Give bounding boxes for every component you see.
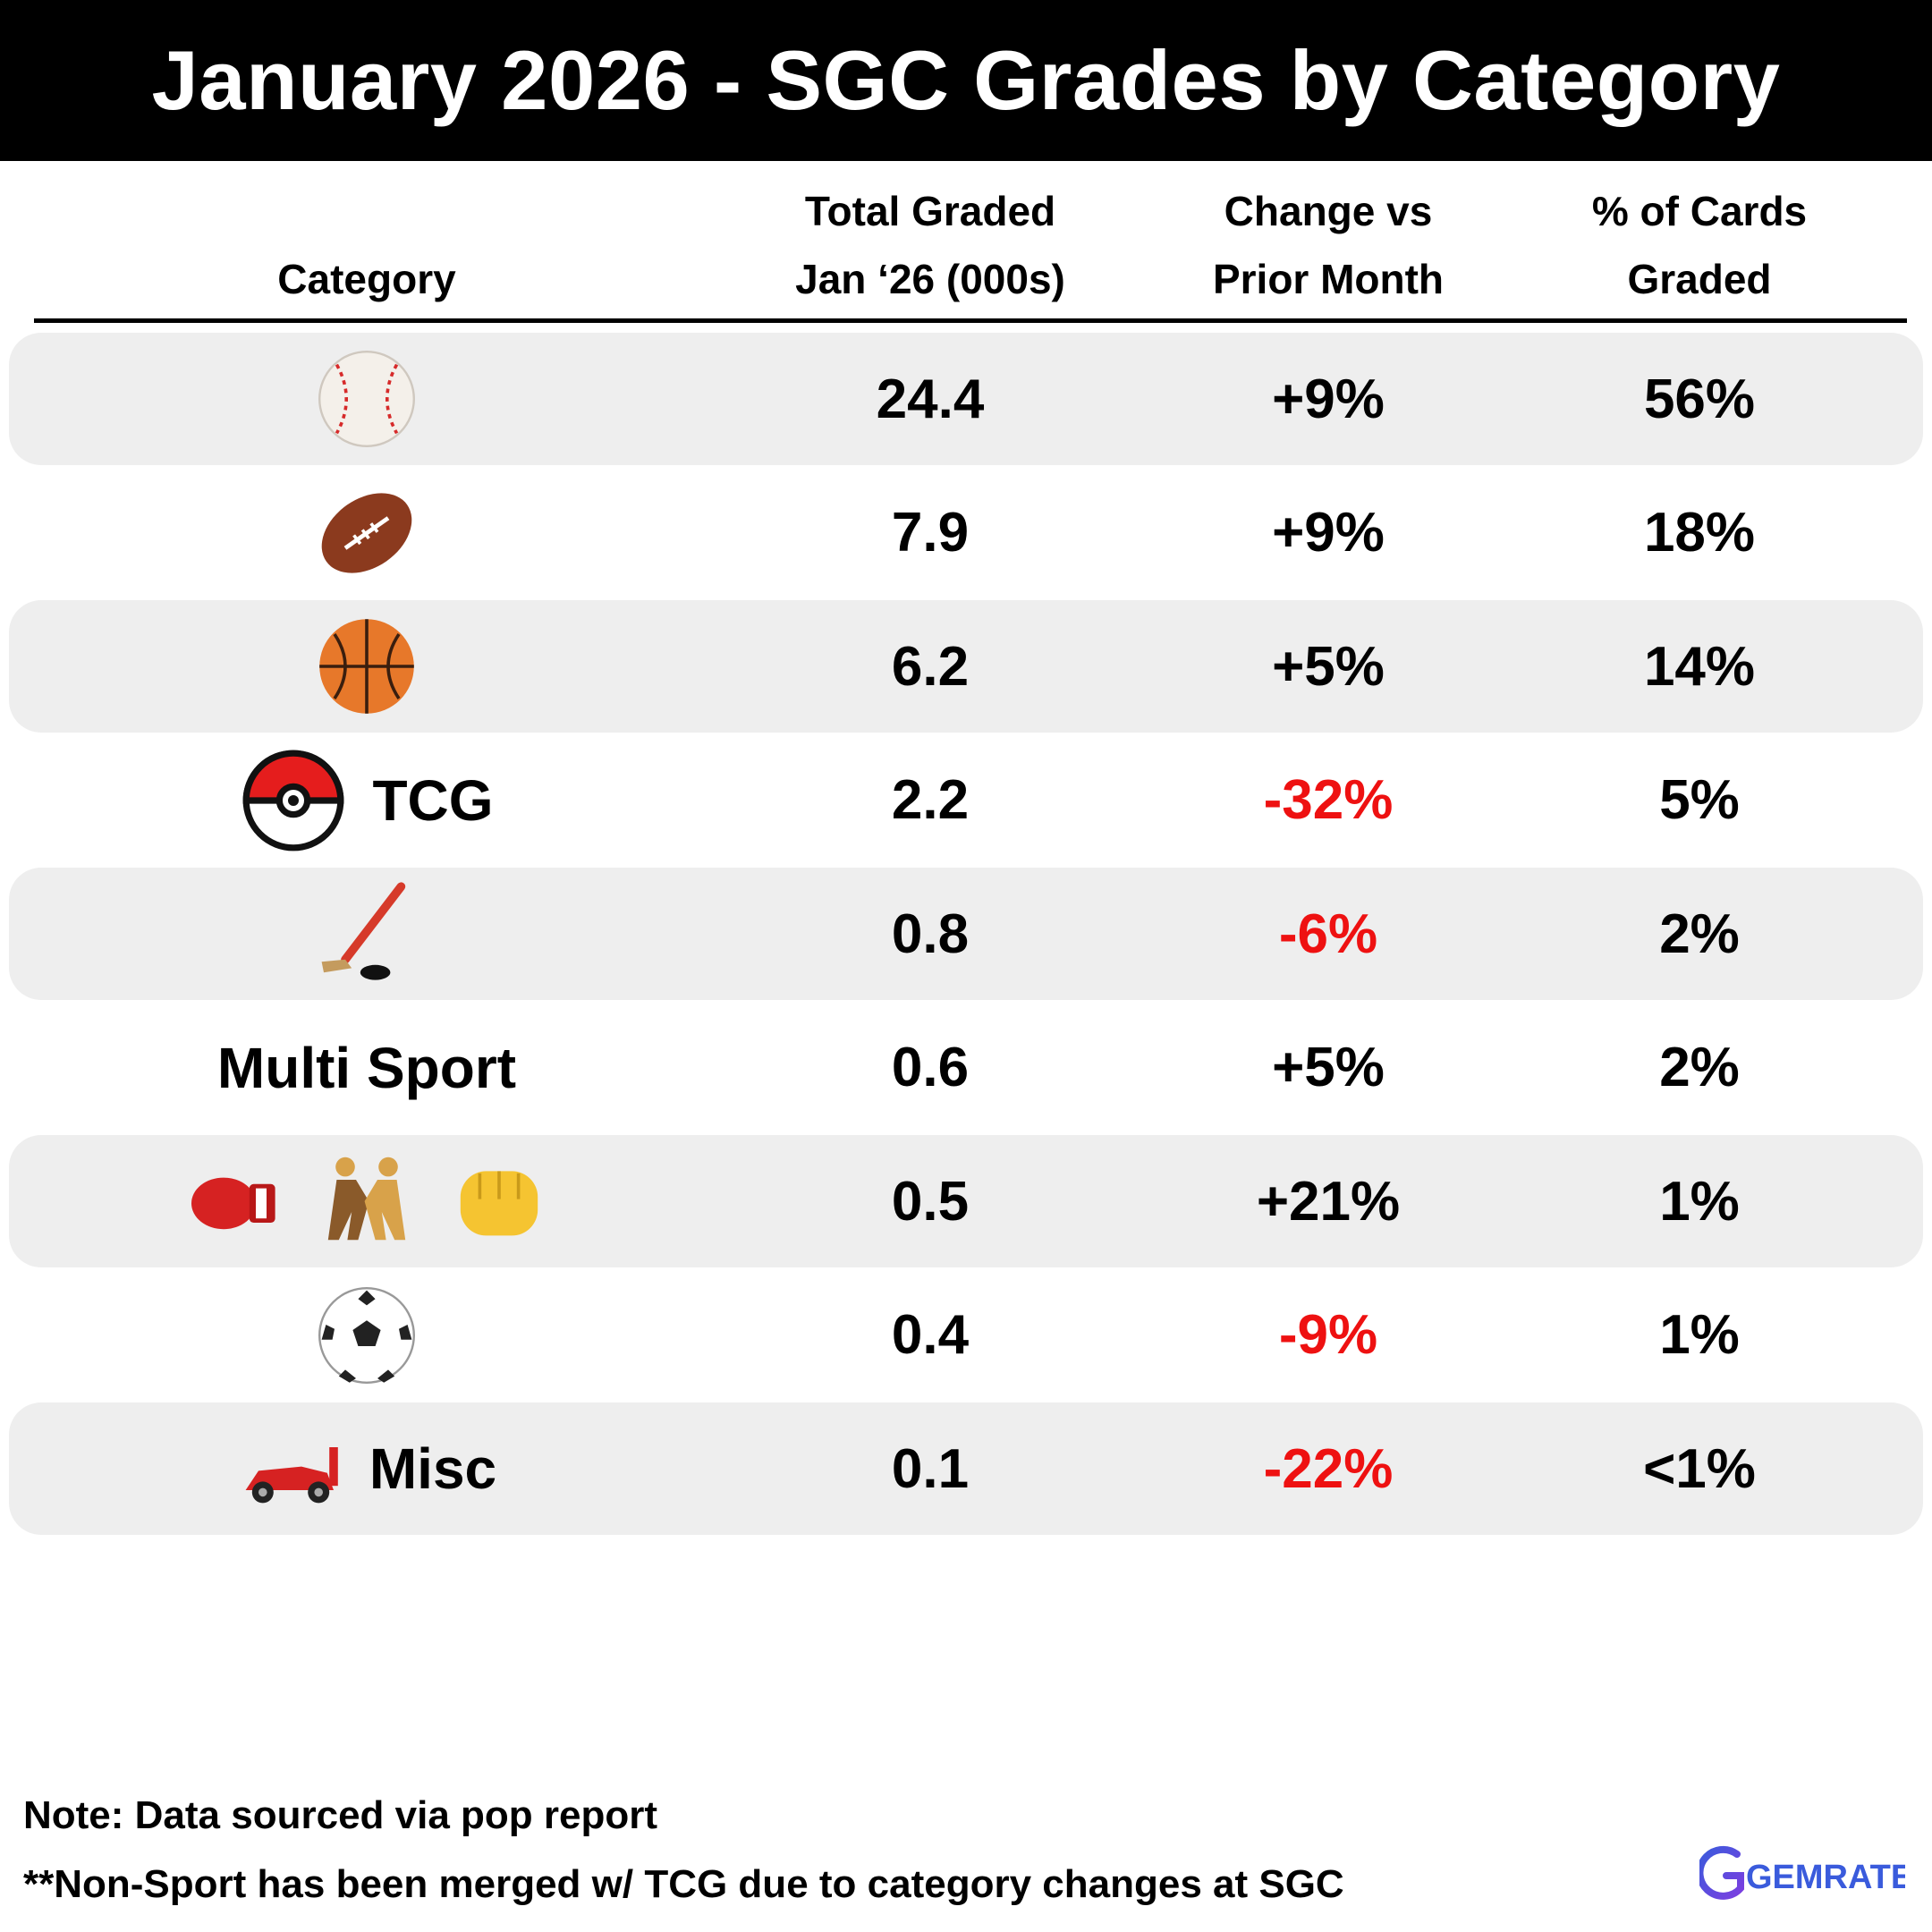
note-merge: **Non-Sport has been merged w/ TCG due t… <box>23 1862 1344 1906</box>
hockey-icon <box>313 880 420 987</box>
total-graded-value: 0.4 <box>891 1304 970 1366</box>
header-change-line1: Change vs <box>1224 188 1433 234</box>
category-cell <box>89 333 644 465</box>
header-total-line2: Jan ‘26 (000s) <box>795 256 1065 302</box>
pct-graded-value: 56% <box>1643 368 1756 430</box>
change-value: +9% <box>1272 502 1385 564</box>
header-total-line1: Total Graded <box>804 188 1056 234</box>
total-graded-value: 6.2 <box>891 635 970 698</box>
table-row: Multi Sport 0.6 +5% 2% <box>9 1002 1923 1134</box>
category-label: TCG <box>372 767 494 833</box>
category-cell: TCG <box>89 734 644 867</box>
total-graded-value: 0.8 <box>891 902 970 965</box>
fist-icon <box>445 1148 553 1255</box>
pct-graded-value: 14% <box>1643 635 1756 698</box>
header-category: Category <box>89 179 644 313</box>
header-total: Total Graded Jan ‘26 (000s) <box>751 179 1109 313</box>
category-cell <box>89 1269 644 1402</box>
category-cell <box>89 600 644 733</box>
category-label: Misc <box>369 1436 497 1501</box>
page-title: January 2026 - SGC Grades by Category <box>151 33 1781 127</box>
header-pct: % of Cards Graded <box>1521 179 1878 313</box>
category-cell <box>89 1135 644 1267</box>
change-value: +9% <box>1272 368 1385 430</box>
basketball-icon <box>313 613 420 720</box>
title-bar: January 2026 - SGC Grades by Category <box>0 0 1932 161</box>
soccer-ball-icon <box>313 1282 420 1389</box>
total-graded-value: 0.6 <box>891 1037 970 1098</box>
category-cell <box>89 868 644 1000</box>
category-label: Multi Sport <box>216 1035 517 1100</box>
change-value: +5% <box>1272 635 1385 698</box>
total-graded-value: 2.2 <box>891 769 970 831</box>
category-cell <box>89 467 644 599</box>
pct-graded-value: <1% <box>1643 1437 1756 1500</box>
total-graded-value: 0.1 <box>891 1437 970 1500</box>
header-pct-line1: % of Cards <box>1591 188 1808 234</box>
baseball-icon <box>313 345 420 453</box>
table-row: 0.8 -6% 2% <box>9 868 1923 1000</box>
pct-graded-value: 1% <box>1659 1170 1740 1233</box>
header-divider <box>34 318 1907 323</box>
change-value: -6% <box>1278 902 1378 965</box>
logo-text: GEMRATE <box>1746 1859 1905 1896</box>
header-pct-line2: Graded <box>1627 256 1772 302</box>
header-change: Change vs Prior Month <box>1145 179 1512 313</box>
category-cell: Multi Sport <box>89 1002 644 1134</box>
pct-graded-value: 2% <box>1659 1037 1740 1098</box>
wrestlers-icon <box>313 1148 420 1255</box>
pct-graded-value: 18% <box>1643 502 1756 564</box>
table-row: 7.9 +9% 18% <box>9 467 1923 599</box>
note-source: Note: Data sourced via pop report <box>23 1793 658 1837</box>
change-value: -9% <box>1278 1304 1378 1366</box>
pokeball-icon <box>240 747 347 854</box>
pct-graded-value: 1% <box>1659 1304 1740 1366</box>
total-graded-value: 24.4 <box>876 368 985 430</box>
total-graded-value: 0.5 <box>891 1170 970 1233</box>
pct-graded-value: 5% <box>1659 769 1740 831</box>
pct-graded-value: 2% <box>1659 902 1740 965</box>
change-value: -32% <box>1263 769 1394 831</box>
table-row: 24.4 +9% 56% <box>9 333 1923 465</box>
table-row: TCG 2.2 -32% 5% <box>9 734 1923 867</box>
category-cell: Misc <box>89 1402 644 1535</box>
table-row: 6.2 +5% 14% <box>9 600 1923 733</box>
change-value: -22% <box>1263 1437 1394 1500</box>
football-icon <box>313 479 420 587</box>
table-row: 0.4 -9% 1% <box>9 1269 1923 1402</box>
change-value: +5% <box>1272 1037 1385 1098</box>
total-graded-value: 7.9 <box>891 502 970 564</box>
header-category-label: Category <box>277 256 456 302</box>
table-row: 0.5 +21% 1% <box>9 1135 1923 1267</box>
table-row: Misc 0.1 -22% <1% <box>9 1402 1923 1535</box>
race-car-icon <box>237 1415 344 1522</box>
boxing-glove-icon <box>181 1148 288 1255</box>
gemrate-logo: GEMRATE <box>1696 1838 1913 1910</box>
change-value: +21% <box>1256 1170 1401 1233</box>
header-change-line2: Prior Month <box>1212 256 1445 302</box>
